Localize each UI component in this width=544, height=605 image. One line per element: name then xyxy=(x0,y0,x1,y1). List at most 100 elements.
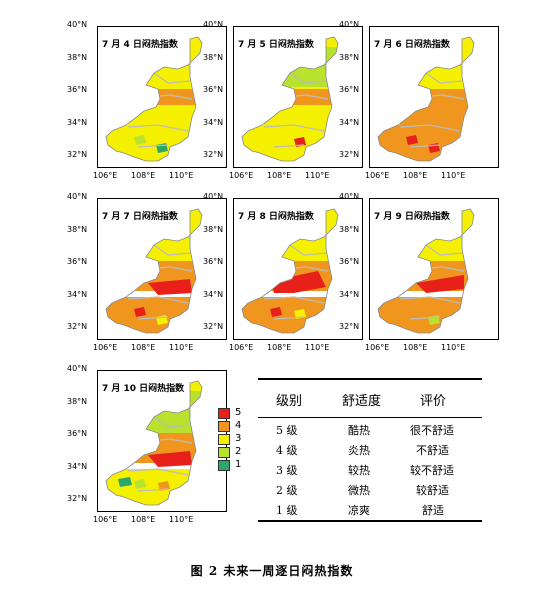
longitude-tick-label: 110°E xyxy=(169,343,194,352)
province-map xyxy=(377,36,475,162)
city-boundary-line xyxy=(127,124,189,132)
heat-level-4-region xyxy=(406,307,418,317)
longitude-tick-label: 110°E xyxy=(441,343,466,352)
table-header-comfort: 舒适度 xyxy=(342,394,382,409)
panel-title: 7 月 4 日闷热指数 xyxy=(102,40,178,50)
map-panel-jul-5: 7 月 5 日闷热指数 xyxy=(233,26,363,168)
latitude-tick-label: 36°N xyxy=(339,85,360,94)
province-outline xyxy=(241,36,339,162)
longitude-tick-label: 108°E xyxy=(267,171,292,180)
latitude-tick-label: 40°N xyxy=(67,364,88,373)
province-outline xyxy=(377,36,475,162)
heat-level-5-region xyxy=(270,271,326,293)
table-cell: 2 级 xyxy=(276,484,298,497)
table-header-rating: 评价 xyxy=(420,394,447,409)
latitude-tick-label: 32°N xyxy=(203,322,224,331)
heat-level-5-region xyxy=(134,307,146,317)
legend-label: 4 xyxy=(235,420,242,431)
table-top-rule xyxy=(258,378,482,380)
city-boundary-line xyxy=(409,144,441,148)
longitude-tick-label: 108°E xyxy=(403,171,428,180)
legend-swatch xyxy=(218,434,230,445)
latitude-tick-label: 32°N xyxy=(67,494,88,503)
heat-level-2-region xyxy=(274,47,338,87)
latitude-tick-label: 32°N xyxy=(339,150,360,159)
city-boundary-line xyxy=(289,244,327,256)
table-header-rule xyxy=(258,417,482,418)
city-boundary-line xyxy=(263,124,325,132)
city-boundary-line xyxy=(425,72,463,84)
table-cell: 4 级 xyxy=(276,444,298,457)
latitude-tick-label: 32°N xyxy=(67,322,88,331)
latitude-tick-label: 38°N xyxy=(203,52,224,62)
province-map xyxy=(105,208,203,334)
longitude-tick-label: 110°E xyxy=(305,171,330,180)
map-panel-jul-4: 7 月 4 日闷热指数 xyxy=(97,26,227,168)
city-boundary-line xyxy=(289,72,327,84)
table-cell: 酷热 xyxy=(348,424,370,437)
province-map xyxy=(105,36,203,162)
latitude-tick-label: 36°N xyxy=(339,257,360,266)
table-cell: 3 级 xyxy=(276,464,298,477)
latitude-tick-label: 38°N xyxy=(339,224,360,234)
heat-level-5-region xyxy=(416,275,464,293)
longitude-tick-label: 110°E xyxy=(305,343,330,352)
latitude-tick-label: 34°N xyxy=(67,117,88,127)
city-boundary-line xyxy=(153,244,191,256)
latitude-tick-label: 38°N xyxy=(203,224,224,234)
figure-caption: 图 2 未来一周逐日闷热指数 xyxy=(190,564,354,578)
heat-level-2-region xyxy=(134,135,146,145)
province-outline xyxy=(105,208,203,334)
heat-level-2-region xyxy=(134,479,146,489)
city-boundary-line xyxy=(153,72,191,84)
latitude-tick-label: 36°N xyxy=(203,85,224,94)
table-bottom-rule xyxy=(258,520,482,522)
province-map xyxy=(377,208,475,334)
province-outline xyxy=(105,380,203,506)
table-cell: 1 级 xyxy=(276,504,298,517)
latitude-tick-label: 32°N xyxy=(67,150,88,159)
latitude-tick-label: 32°N xyxy=(339,322,360,331)
table-cell: 很不舒适 xyxy=(410,424,454,437)
city-boundary-line xyxy=(127,468,189,476)
longitude-tick-label: 110°E xyxy=(169,171,194,180)
city-boundary-line xyxy=(137,144,169,148)
city-boundary-line xyxy=(153,416,191,428)
city-boundary-line xyxy=(127,296,189,304)
heat-level-5-region xyxy=(148,451,192,467)
latitude-tick-label: 36°N xyxy=(67,429,88,438)
latitude-tick-label: 38°N xyxy=(339,52,360,62)
legend-label: 2 xyxy=(235,446,242,457)
latitude-tick-label: 40°N xyxy=(339,20,360,29)
city-boundary-line xyxy=(409,316,441,320)
heat-level-5-region xyxy=(270,307,282,317)
legend-label: 3 xyxy=(235,433,242,444)
longitude-tick-label: 108°E xyxy=(131,343,156,352)
latitude-tick-label: 36°N xyxy=(67,257,88,266)
latitude-tick-label: 36°N xyxy=(67,85,88,94)
map-panel-jul-8: 7 月 8 日闷热指数 xyxy=(233,198,363,340)
panel-title: 7 月 7 日闷热指数 xyxy=(102,212,178,222)
heat-level-3-region xyxy=(242,125,338,161)
table-header-level: 级别 xyxy=(276,394,303,409)
city-boundary-line xyxy=(425,244,463,256)
legend-swatch xyxy=(218,447,230,458)
longitude-tick-label: 108°E xyxy=(267,343,292,352)
latitude-tick-label: 40°N xyxy=(203,192,224,201)
longitude-tick-label: 108°E xyxy=(131,515,156,524)
city-boundary-line xyxy=(399,124,461,132)
panel-title: 7 月 6 日闷热指数 xyxy=(374,40,450,50)
heat-level-5-region xyxy=(148,279,192,295)
table-cell: 微热 xyxy=(348,484,370,497)
legend-swatch xyxy=(218,408,230,419)
legend-label: 5 xyxy=(235,407,242,418)
legend-swatch xyxy=(218,460,230,471)
heat-level-5-region xyxy=(406,135,418,145)
legend-item-1: 1 xyxy=(218,459,258,474)
panel-title: 7 月 9 日闷热指数 xyxy=(374,212,450,222)
heat-level-1-region xyxy=(118,477,132,487)
legend-item-4: 4 xyxy=(218,420,258,435)
heat-level-3-region xyxy=(106,469,202,505)
longitude-tick-label: 106°E xyxy=(229,343,254,352)
longitude-tick-label: 110°E xyxy=(441,171,466,180)
